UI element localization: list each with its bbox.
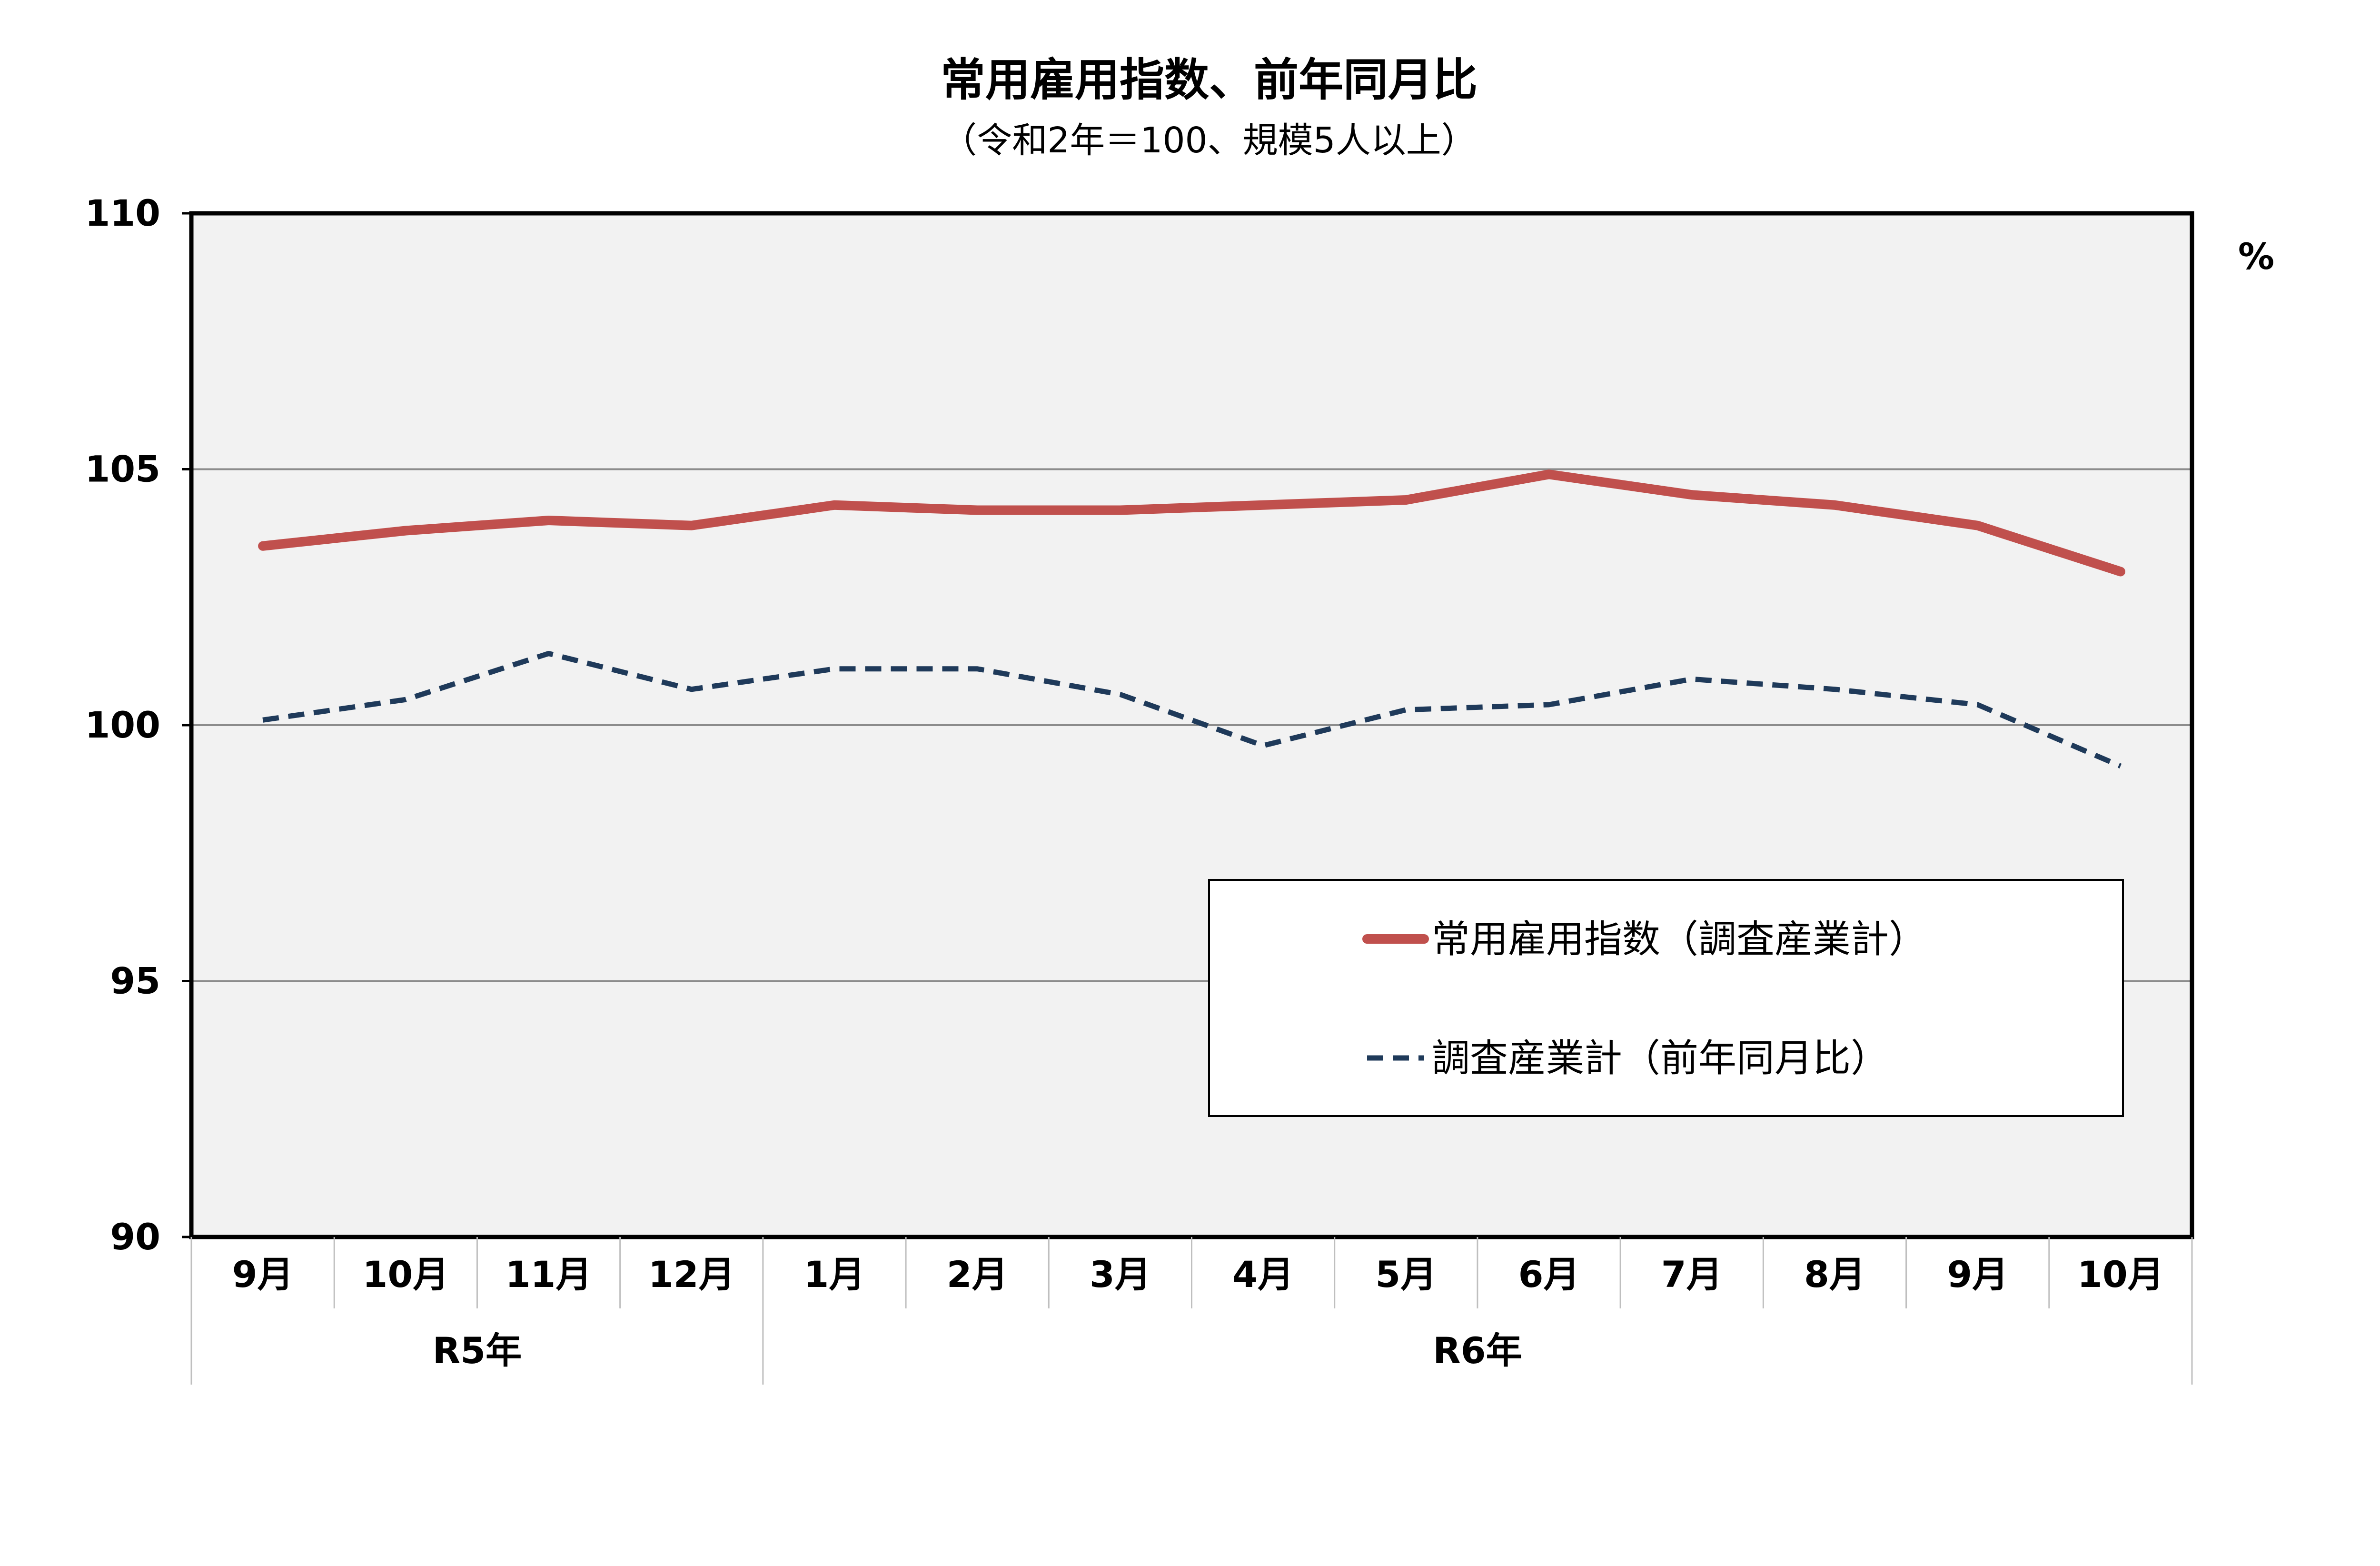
x-tick-label: 1月 xyxy=(804,1253,865,1296)
x-tick-label: 5月 xyxy=(1375,1253,1437,1296)
series-line-1 xyxy=(262,651,2122,769)
series-line-0 xyxy=(258,469,2125,577)
x-tick-label: 6月 xyxy=(1518,1253,1580,1296)
x-group-label: R6年 xyxy=(1433,1329,1522,1372)
chart-subtitle: （令和2年＝100、規模5人以上） xyxy=(942,120,1476,161)
x-group-label: R5年 xyxy=(433,1329,522,1372)
x-tick-label: 3月 xyxy=(1090,1253,1151,1296)
series-layer xyxy=(258,469,2125,769)
x-tick-label: 10月 xyxy=(2077,1253,2164,1296)
x-tick-label: 9月 xyxy=(1947,1253,2008,1296)
x-axis: 9月 10月 11月 12月 1月 2月 3月 4月 5月 6月 7月 8月 9月 10月 R5年 R6年 xyxy=(190,1237,2193,1385)
y-axis: 90 95 100 105 110 xyxy=(85,192,191,1258)
legend-label-index: 常用雇用指数（調査産業計） xyxy=(1432,917,1927,961)
x-tick-label: 11月 xyxy=(506,1253,592,1296)
y-tick-label: 105 xyxy=(85,448,160,490)
legend-box xyxy=(1208,879,2124,1117)
x-tick-label: 12月 xyxy=(648,1253,735,1296)
x-tick-label: 8月 xyxy=(1804,1253,1865,1296)
x-tick-label: 2月 xyxy=(947,1253,1008,1296)
y-tick-label: 90 xyxy=(110,1216,160,1258)
y-tick-label: 100 xyxy=(85,704,160,746)
right-unit-label: % xyxy=(2238,235,2274,278)
y-tick-label: 95 xyxy=(110,960,160,1002)
chart-title: 常用雇用指数、前年同月比 xyxy=(941,54,1478,106)
y-tick-label: 110 xyxy=(85,192,160,234)
x-tick-label: 4月 xyxy=(1232,1253,1294,1296)
x-tick-label: 7月 xyxy=(1661,1253,1723,1296)
legend: 常用雇用指数（調査産業計） 調査産業計（前年同月比） xyxy=(1208,879,2124,1117)
x-tick-label: 9月 xyxy=(232,1253,294,1296)
x-tick-label: 10月 xyxy=(362,1253,449,1296)
legend-label-yoy: 調査産業計（前年同月比） xyxy=(1432,1036,1889,1080)
